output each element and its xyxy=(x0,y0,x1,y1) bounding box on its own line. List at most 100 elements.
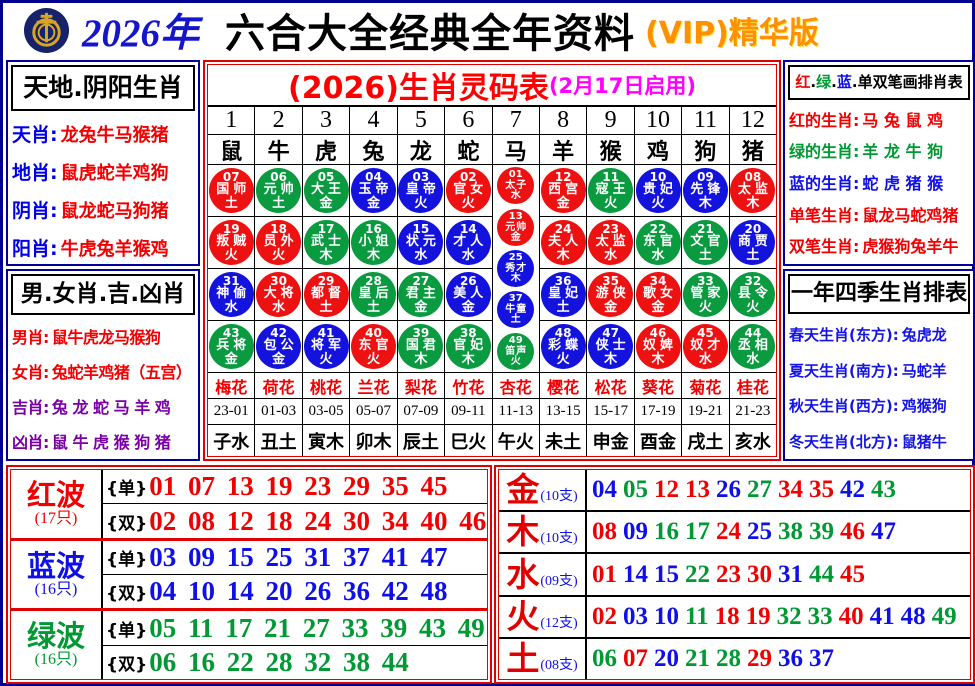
code-ball: 30 大将水 xyxy=(256,272,302,317)
zodiac-column: 12 猪 08 太监木 20 商贾土 32 县令火 44 丞相水桂花 21-23 亥水 xyxy=(728,107,777,456)
code-ball-stack: 01 太子水 13 元帅金 25 秀才木 37 牛童土 49 笛声火 xyxy=(492,165,539,373)
zodiac-column: 6 蛇 02 官女火 14 才人水 26 美人金 38 官妃木竹花 09-11 巳火 xyxy=(444,107,492,456)
code-ball-name: 兵将 xyxy=(216,338,251,353)
panel-four-seasons: 一年四季生肖排表 春天生肖(东方): 兔虎龙 夏天生肖(南方): 马蛇羊 秋天生肖(西方… xyxy=(783,269,975,461)
column-number: 2 xyxy=(255,107,302,135)
wave-numbers: 02 08 12 18 24 30 34 40 46 xyxy=(149,505,487,536)
code-ball-element: 火 xyxy=(319,352,333,367)
panel-heaven-earth-title: 天地.阴阳生肖 xyxy=(11,65,195,111)
lottery-number: 13 xyxy=(685,476,710,504)
code-ball-number: 14 xyxy=(459,222,477,236)
code-ball-name: 太子 xyxy=(505,180,528,192)
element-label: 水 (09支) xyxy=(499,554,587,595)
code-ball-name: 丞相 xyxy=(737,338,772,353)
code-ball: 33 管家火 xyxy=(682,272,728,317)
code-ball-name: 都督 xyxy=(311,286,346,301)
code-ball-element: 金 xyxy=(272,352,286,367)
lottery-number: 08 xyxy=(592,518,617,546)
zodiac-category-row: 凶肖: 鼠 牛 虎 猴 狗 猪 xyxy=(12,429,194,453)
wave-numbers-row: {双} 02 08 12 18 24 30 34 40 46 xyxy=(103,503,487,537)
code-ball-cell: 31 神偷水 xyxy=(208,269,255,321)
zodiac-column: 7 马 01 太子水 13 元帅金 25 秀才木 37 牛童土 49 笛声火杏花 11-13 午火 xyxy=(491,107,539,456)
code-ball-cell: 36 皇妃土 xyxy=(539,269,587,321)
code-ball-number: 18 xyxy=(270,222,287,236)
color-waves-rows: 红波 (17只) {单} 01 07 13 19 23 29 35 45 {双} 02 0… xyxy=(10,469,488,680)
code-ball-number: 08 xyxy=(744,170,762,184)
code-ball-element: 火 xyxy=(414,196,428,211)
season-zodiac-row: 春天生肖(东方): 兔虎龙 xyxy=(789,324,969,345)
code-ball-name: 神偷 xyxy=(216,286,251,301)
code-ball-element: 火 xyxy=(651,196,665,211)
code-ball: 26 美人金 xyxy=(445,272,491,317)
code-ball-cell: 06 元帅土 xyxy=(255,165,302,217)
wave-numbers-row: {双} 06 16 22 28 32 38 44 xyxy=(103,644,487,679)
code-ball: 08 太监木 xyxy=(730,168,776,213)
code-ball-number: 21 xyxy=(697,222,714,236)
code-ball-number: 05 xyxy=(317,170,335,184)
title-part: . xyxy=(831,73,837,91)
zodiac-category-row-value: 鼠牛虎龙马猴狗 xyxy=(51,327,161,347)
code-ball-name: 皇帝 xyxy=(405,182,440,197)
element-row: 金 (10支) 04 05 12 13 26 27 34 35 42 43 xyxy=(499,470,970,511)
code-ball-name: 大王 xyxy=(311,182,346,197)
code-ball-name: 奴才 xyxy=(690,338,725,353)
code-ball-cell: 42 包公金 xyxy=(255,321,302,373)
time-range: 07-09 xyxy=(397,399,445,425)
element-numbers: 06 07 20 21 28 29 36 37 xyxy=(587,639,970,679)
lottery-number: 38 xyxy=(778,518,803,546)
earthly-branch: 辰土 xyxy=(402,431,439,453)
code-ball: 31 神偷水 xyxy=(208,272,254,317)
code-ball-element: 火 xyxy=(461,196,475,211)
element-name: 土 xyxy=(506,638,540,678)
code-ball-element: 木 xyxy=(651,352,665,367)
code-ball-cell: 27 君主金 xyxy=(397,269,445,321)
code-ball-element: 火 xyxy=(272,248,286,263)
zodiac-column: 9 猴 11 寇王火 23 太监水 35 游侠金 47 侠士木松花 15-17 申金 xyxy=(586,107,634,456)
code-ball: 14 才人水 xyxy=(445,220,491,265)
flower-name: 松花 xyxy=(587,373,634,399)
code-ball-cell: 05 大王金 xyxy=(302,165,350,217)
lottery-number: 01 xyxy=(592,560,617,588)
code-ball-cell: 21 文官土 xyxy=(682,217,729,269)
code-ball-number: 16 xyxy=(365,222,382,236)
code-ball-number: 11 xyxy=(602,170,619,184)
code-ball-element: 土 xyxy=(746,248,760,263)
code-ball-name: 皇后 xyxy=(358,286,393,301)
color-zodiac-row-value: 鼠龙马蛇鸡猪 xyxy=(862,205,959,225)
column-number: 11 xyxy=(682,107,729,135)
code-ball-name: 太监 xyxy=(737,182,772,197)
odd-even-label: {单} xyxy=(106,620,148,641)
wave-numbers: 05 11 17 21 27 33 39 43 49 xyxy=(149,612,485,643)
vip-badge: (VIP)精华版 xyxy=(645,16,819,51)
code-ball-element: 水 xyxy=(510,190,521,202)
code-ball-element: 火 xyxy=(556,352,570,367)
column-number: 9 xyxy=(587,107,634,135)
code-ball-number: 41 xyxy=(317,326,335,340)
color-zodiac-row: 单笔生肖: 鼠龙马蛇鸡猪 xyxy=(789,202,969,226)
lottery-number: 21 xyxy=(685,644,710,672)
element-numbers: 02 03 10 11 18 19 32 33 40 41 48 49 xyxy=(587,597,970,637)
code-ball: 47 侠士木 xyxy=(588,324,634,369)
code-ball-name: 叛贼 xyxy=(216,234,251,249)
lottery-number: 06 xyxy=(592,644,617,672)
code-ball-name: 秀才 xyxy=(505,262,528,274)
code-ball-element: 水 xyxy=(272,300,286,315)
flower-name: 梅花 xyxy=(208,373,255,399)
code-ball-cell: 30 大将水 xyxy=(255,269,302,321)
code-ball-element: 土 xyxy=(366,300,380,315)
zodiac-name: 鸡 xyxy=(634,135,682,165)
code-ball: 46 奴婢木 xyxy=(635,324,681,369)
code-ball-element: 水 xyxy=(698,352,712,367)
code-ball: 34 歌女金 xyxy=(635,272,681,317)
earthly-branch: 午火 xyxy=(497,431,534,453)
color-zodiac-row-label: 绿的生肖: xyxy=(789,142,860,162)
odd-even-label: {单} xyxy=(106,549,148,570)
code-ball: 22 东官水 xyxy=(635,220,681,265)
zodiac-table-title-main: (2026)生肖灵码表 xyxy=(288,71,549,106)
code-ball-cell: 39 国君木 xyxy=(397,321,445,373)
code-ball-number: 32 xyxy=(744,274,762,288)
code-ball-number: 34 xyxy=(649,274,667,288)
code-ball: 41 将军火 xyxy=(303,324,349,369)
flower-name: 竹花 xyxy=(445,373,492,399)
column-number: 5 xyxy=(397,107,445,135)
